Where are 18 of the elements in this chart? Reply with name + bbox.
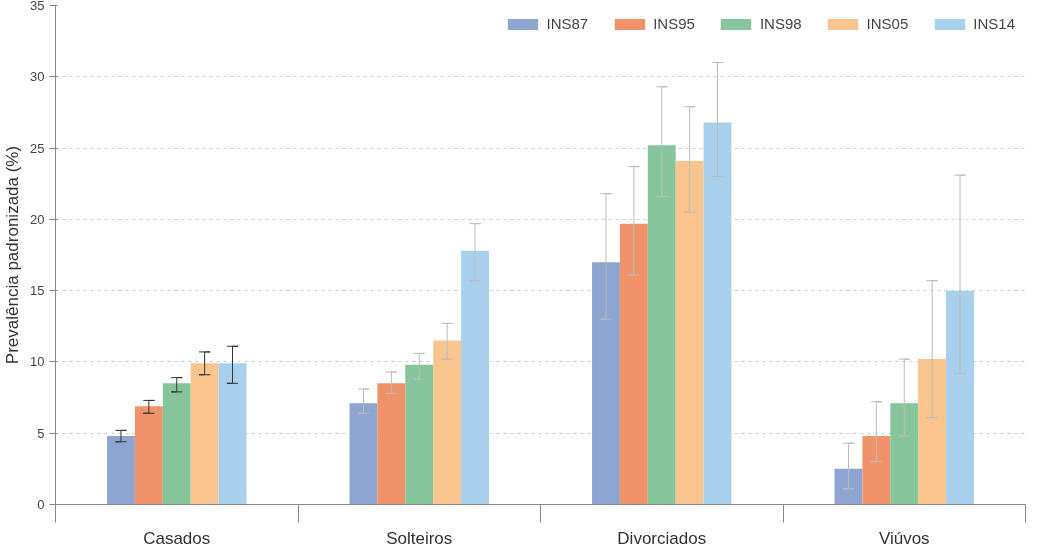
x-tick-label: Casados — [143, 528, 211, 548]
legend-label: INS14 — [973, 15, 1015, 32]
y-tick-label: 35 — [30, 0, 45, 13]
y-tick-label: 10 — [30, 354, 45, 370]
x-tick-label: Viúvos — [878, 528, 930, 548]
y-tick-label: 5 — [37, 425, 45, 441]
y-tick-label: 15 — [30, 283, 45, 299]
y-tick-label: 25 — [30, 140, 45, 156]
legend-label: INS05 — [866, 15, 909, 32]
x-tick-label: Divorciados — [617, 528, 707, 548]
y-tick-label: 20 — [30, 211, 45, 227]
x-tick-label: Solteiros — [386, 528, 453, 548]
legend-label: INS87 — [546, 15, 589, 32]
legend-label: INS98 — [759, 15, 802, 32]
y-axis-title: Prevalência padronizada (%) — [3, 145, 23, 365]
legend-label: INS95 — [653, 15, 695, 32]
y-tick-label: 0 — [37, 497, 45, 512]
y-tick-label: 30 — [30, 69, 45, 85]
